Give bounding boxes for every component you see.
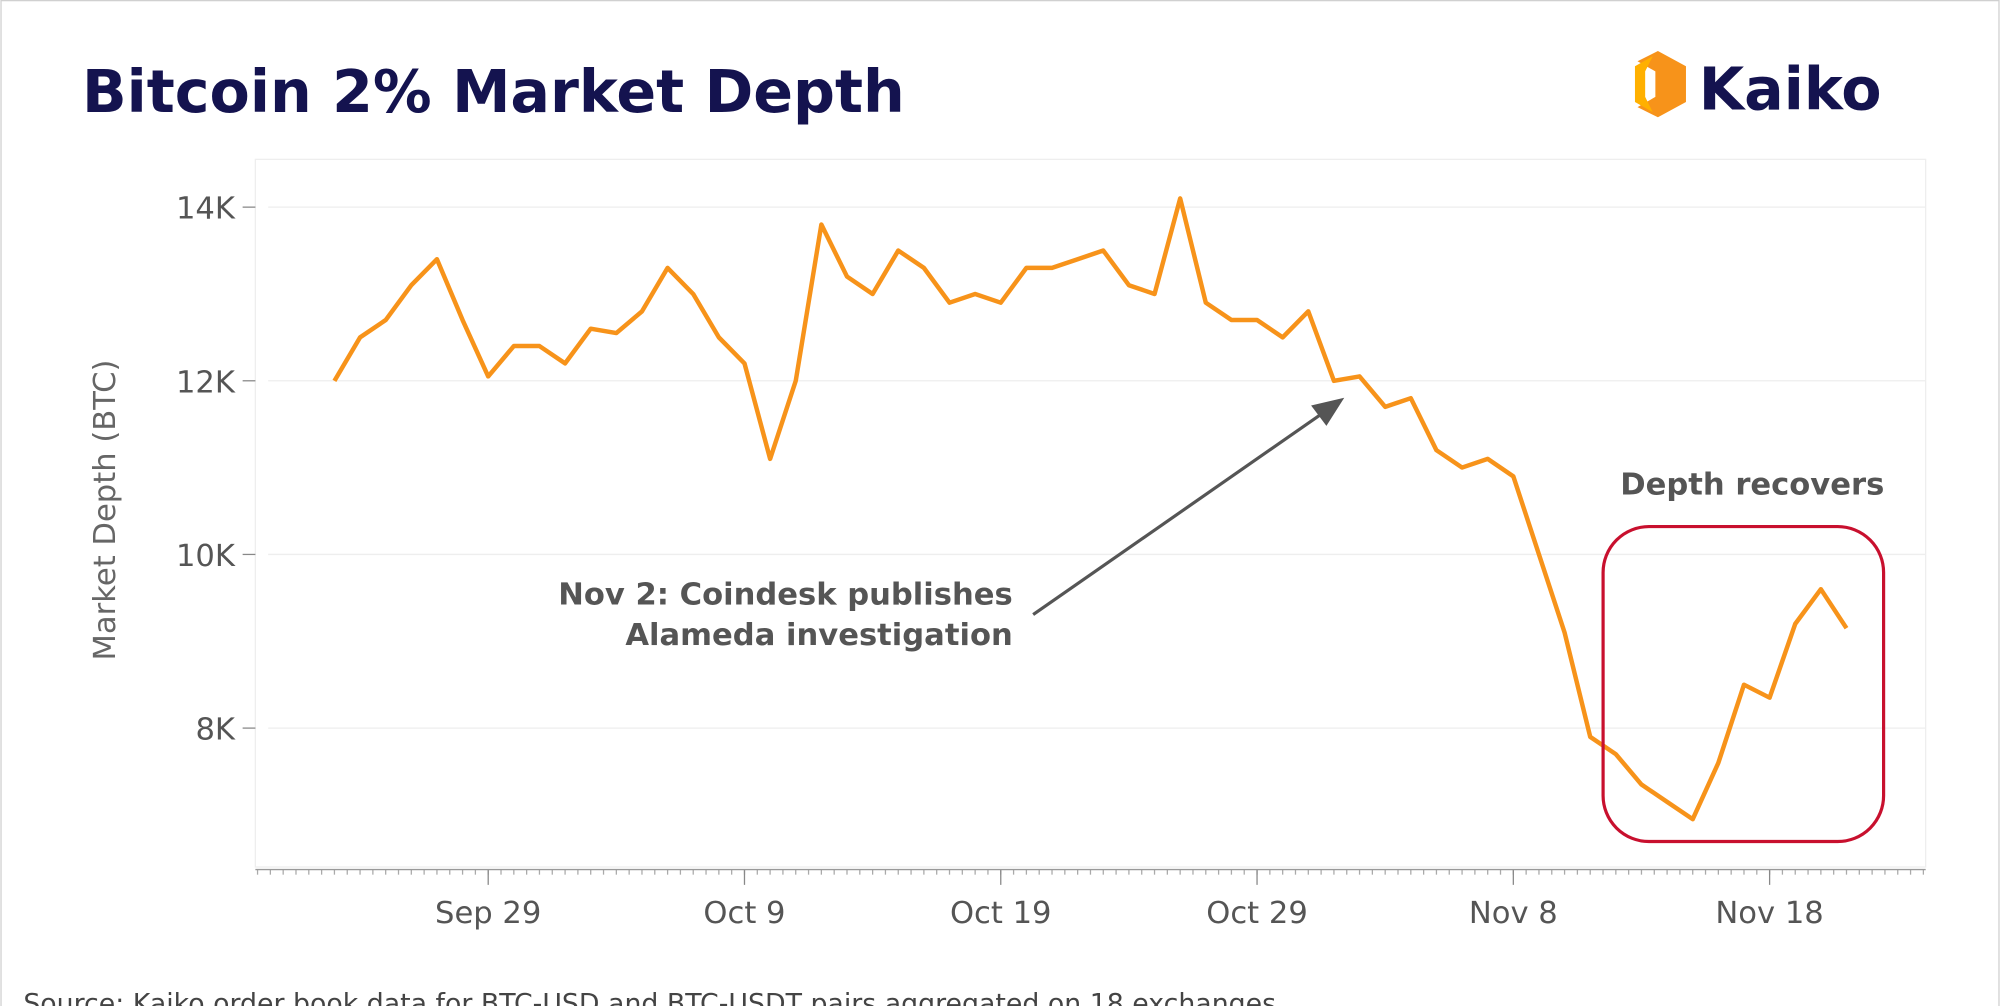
x-tick-label: Oct 9 bbox=[703, 896, 785, 931]
y-tick-label: 12K bbox=[176, 365, 236, 400]
annotation-arrow bbox=[1032, 409, 1328, 616]
y-tick-label: 10K bbox=[176, 539, 236, 574]
source-note: Source: Kaiko order book data for BTC-US… bbox=[23, 988, 1276, 1006]
annotation: Depth recovers bbox=[1620, 468, 1884, 503]
x-tick-label: Oct 19 bbox=[950, 896, 1052, 931]
y-axis-label: Market Depth (BTC) bbox=[88, 360, 123, 661]
plot-area bbox=[254, 158, 1927, 868]
brand-logo: Kaiko bbox=[1634, 51, 1882, 124]
annotation: Alameda investigation bbox=[625, 618, 1012, 653]
y-tick-label: 8K bbox=[195, 713, 235, 748]
series-line bbox=[332, 196, 1849, 822]
highlight-box bbox=[1601, 524, 1886, 844]
y-tick-label: 14K bbox=[176, 192, 236, 227]
x-tick-label: Sep 29 bbox=[435, 896, 541, 931]
x-tick-label: Nov 8 bbox=[1469, 896, 1558, 931]
x-tick-label: Oct 29 bbox=[1206, 896, 1308, 931]
brand: Kaiko bbox=[1699, 56, 1882, 124]
arrow-head bbox=[1311, 397, 1345, 426]
annotation: Nov 2: Coindesk publishes bbox=[558, 577, 1013, 612]
chart-title: Bitcoin 2% Market Depth bbox=[82, 58, 905, 126]
x-tick-label: Nov 18 bbox=[1715, 896, 1823, 931]
